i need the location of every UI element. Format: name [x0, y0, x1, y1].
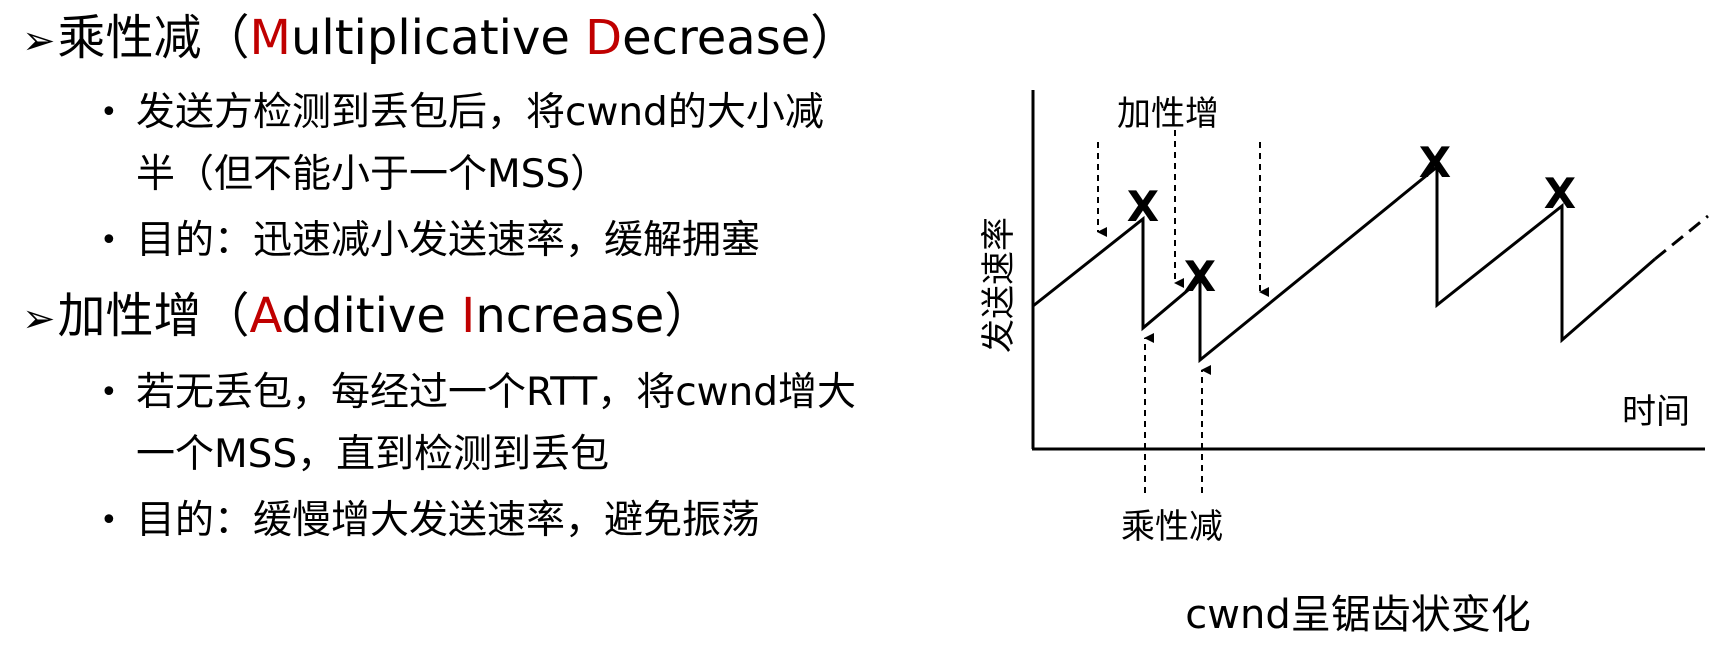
bullet-arrow-icon: ➢ [22, 18, 56, 64]
loss-mark-1: X [1127, 182, 1159, 231]
bullet-dot-icon: • [100, 503, 118, 538]
x-axis-label: 时间 [1622, 392, 1690, 432]
loss-mark-4: X [1544, 169, 1576, 218]
diagram-caption: cwnd呈锯齿状变化 [1185, 592, 1530, 638]
cwnd-continuation-dashed [1654, 214, 1709, 261]
heading-multiplicative-decrease: ➢乘性减（Multiplicative Decrease） [22, 10, 859, 66]
cwnd-sawtooth-line [1032, 163, 1656, 364]
bullet-dot-icon: • [100, 95, 118, 130]
bullet-arrow-icon: ➢ [22, 296, 56, 342]
multiplicative-decrease-label: 乘性减 [1121, 507, 1223, 547]
additive-increase-label: 加性增 [1117, 94, 1219, 134]
loss-mark-2: X [1184, 252, 1216, 301]
bullet-dot-icon: • [100, 375, 118, 410]
bullet-dot-icon: • [100, 223, 118, 258]
y-axis-label: 发送速率 [979, 217, 1019, 353]
heading-additive-increase: ➢加性增（Additive Increase） [22, 288, 713, 344]
loss-mark-3: X [1419, 138, 1451, 187]
